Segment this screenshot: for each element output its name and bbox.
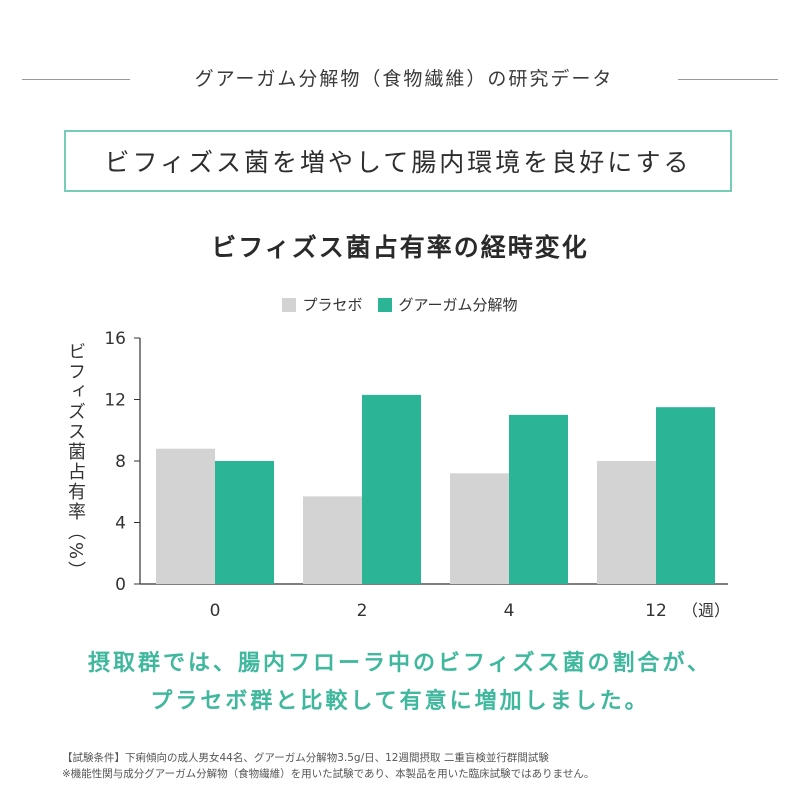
chart-legend: プラセボ グアーガム分解物 [0,294,800,315]
bar-guar-gum-week-12 [656,407,715,584]
tagline-text: ビフィズス菌を増やして腸内環境を良好にする [104,148,692,177]
bar-placebo-week-0 [156,448,215,584]
tagline-box: ビフィズス菌を増やして腸内環境を良好にする [64,130,732,192]
legend-item-guar-gum: グアーガム分解物 [378,294,518,315]
header-title: グアーガム分解物（食物繊維）の研究データ [194,68,614,90]
y-tick-label: 12 [104,391,126,411]
x-tick-label: 12 [645,601,667,621]
x-axis-unit: （週） [682,601,730,620]
y-tick-label: 8 [115,452,126,472]
bar-guar-gum-week-2 [362,394,421,584]
y-tick-label: 0 [115,575,126,595]
x-tick-label: 4 [504,601,515,621]
footnote-conditions: 【試験条件】下痢傾向の成人男女44名、グアーガム分解物3.5g/日、12週間摂取… [62,752,549,764]
conclusion-line-2: プラセボ群と比較して有意に増加しました。 [150,689,650,714]
footnote-disclaimer: ※機能性関与成分グアーガム分解物（食物繊維）を用いた試験であり、本製品を用いた臨… [62,768,595,780]
legend-swatch-placebo [282,297,297,312]
conclusion-line-1: 摂取群では、腸内フローラ中のビフィズス菌の割合が、 [87,651,713,676]
header-divider-right [678,79,778,80]
bar-guar-gum-week-0 [215,461,274,584]
bar-placebo-week-4 [450,473,509,584]
legend-label-placebo: プラセボ [302,296,363,314]
y-axis-label: ビフィズス菌占有率（%） [65,342,86,582]
y-tick-label: 4 [115,514,126,534]
legend-label-guar-gum: グアーガム分解物 [398,296,518,314]
y-tick-label: 16 [104,329,126,349]
x-tick-label: 2 [357,601,368,621]
section-header: グアーガム分解物（食物繊維）の研究データ [0,58,800,98]
bar-placebo-week-12 [597,461,656,584]
legend-item-placebo: プラセボ [282,294,362,315]
chart-title: ビフィズス菌占有率の経時変化 [211,233,589,262]
footnote: 【試験条件】下痢傾向の成人男女44名、グアーガム分解物3.5g/日、12週間摂取… [62,750,594,782]
header-divider-left [22,79,130,80]
conclusion-text: 摂取群では、腸内フローラ中のビフィズス菌の割合が、 プラセボ群と比較して有意に増… [0,645,800,721]
x-tick-label: 0 [210,601,221,621]
bar-guar-gum-week-4 [509,414,568,584]
bar-placebo-week-2 [303,496,362,584]
legend-swatch-guar-gum [378,297,393,312]
